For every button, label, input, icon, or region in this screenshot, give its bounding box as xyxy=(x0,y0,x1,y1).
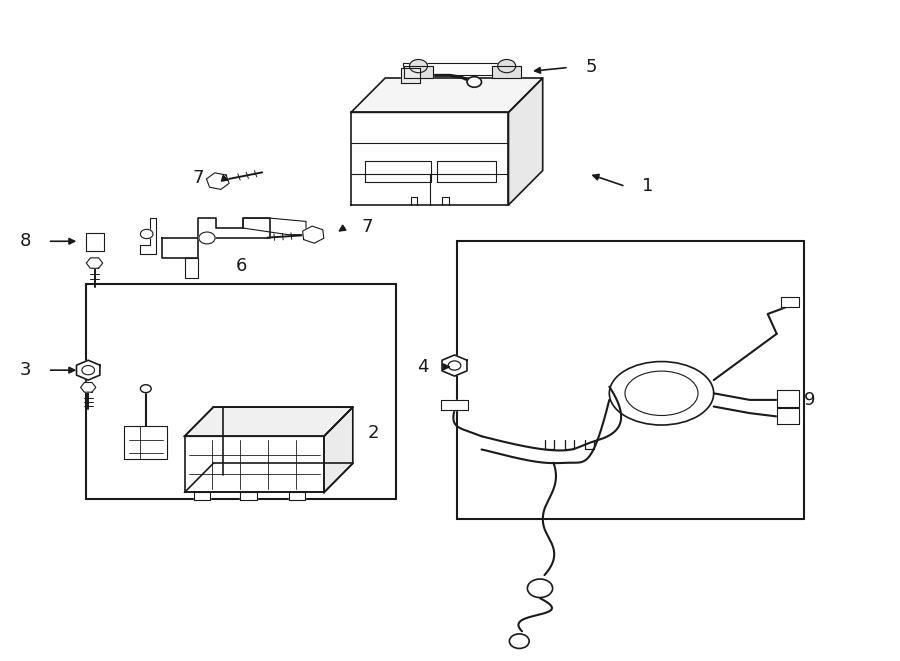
Polygon shape xyxy=(140,218,156,254)
Circle shape xyxy=(509,634,529,648)
Polygon shape xyxy=(124,426,167,459)
Polygon shape xyxy=(324,407,353,492)
Text: 8: 8 xyxy=(20,232,31,251)
Circle shape xyxy=(199,232,215,244)
Polygon shape xyxy=(351,78,543,112)
Polygon shape xyxy=(289,492,305,500)
Text: 7: 7 xyxy=(193,169,203,187)
Circle shape xyxy=(467,77,482,87)
Bar xyxy=(86,284,396,499)
Polygon shape xyxy=(86,233,104,251)
Circle shape xyxy=(410,59,427,73)
Polygon shape xyxy=(777,408,799,424)
Bar xyxy=(457,241,804,519)
Polygon shape xyxy=(781,297,799,307)
Polygon shape xyxy=(184,258,198,278)
Polygon shape xyxy=(302,226,324,243)
Text: 3: 3 xyxy=(20,361,31,379)
Polygon shape xyxy=(404,66,433,78)
Polygon shape xyxy=(400,68,420,83)
Circle shape xyxy=(140,385,151,393)
Text: 2: 2 xyxy=(368,424,379,442)
Polygon shape xyxy=(442,355,467,376)
Polygon shape xyxy=(76,360,100,380)
Polygon shape xyxy=(441,400,468,410)
Polygon shape xyxy=(240,492,256,500)
Text: 5: 5 xyxy=(586,58,597,77)
Polygon shape xyxy=(243,218,306,235)
Polygon shape xyxy=(508,78,543,205)
Polygon shape xyxy=(351,112,508,205)
Polygon shape xyxy=(492,66,521,78)
Text: 1: 1 xyxy=(643,177,653,196)
Polygon shape xyxy=(194,492,210,500)
Polygon shape xyxy=(86,258,103,268)
Polygon shape xyxy=(81,383,95,392)
Circle shape xyxy=(140,229,153,239)
Text: 4: 4 xyxy=(418,358,428,376)
Polygon shape xyxy=(184,407,353,436)
Polygon shape xyxy=(184,436,324,492)
Text: 7: 7 xyxy=(362,218,373,237)
Polygon shape xyxy=(777,390,799,407)
Circle shape xyxy=(498,59,516,73)
Circle shape xyxy=(527,579,553,598)
Text: 6: 6 xyxy=(236,257,247,276)
Polygon shape xyxy=(162,218,270,258)
Polygon shape xyxy=(206,173,230,190)
Text: 9: 9 xyxy=(805,391,815,409)
